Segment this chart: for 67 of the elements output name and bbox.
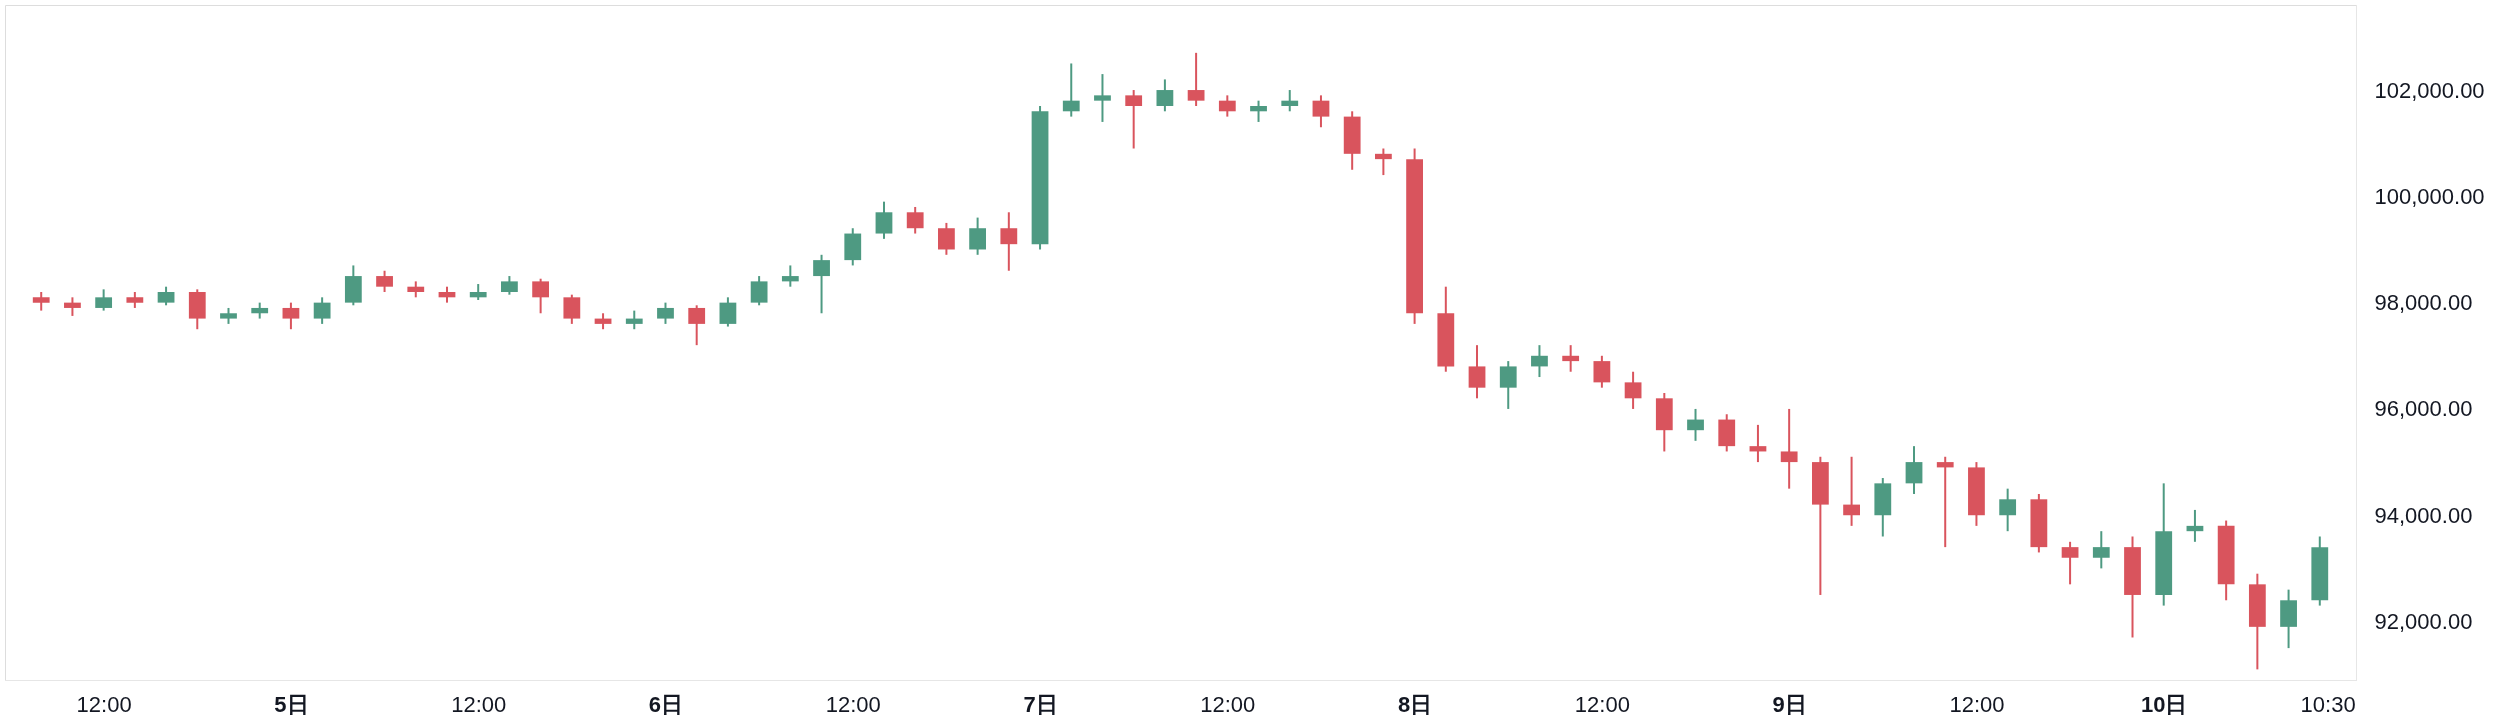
candlestick <box>1999 487 2017 533</box>
candlestick <box>282 301 300 331</box>
candlestick <box>969 216 987 256</box>
candlestick <box>313 296 331 325</box>
candlestick <box>1531 344 1548 379</box>
candlestick <box>1125 89 1143 150</box>
y-tick-label: 92,000.00 <box>2374 609 2473 635</box>
x-tick-label: 12:00 <box>451 691 507 717</box>
y-tick-label: 100,000.00 <box>2374 183 2485 209</box>
candlestick <box>64 296 81 317</box>
candlestick <box>1000 211 1018 272</box>
candlestick <box>1624 370 1642 410</box>
candlestick <box>1156 78 1174 113</box>
candlestick <box>1905 445 1923 495</box>
x-tick-label: 12:00 <box>1574 691 1630 717</box>
x-tick-label: 7日 <box>1023 691 1058 717</box>
candlestick <box>657 301 674 325</box>
y-tick-label: 96,000.00 <box>2374 396 2473 422</box>
x-tick-label: 12:00 <box>1949 691 2005 717</box>
candlestick <box>1749 423 1767 464</box>
candlestick <box>532 277 550 315</box>
candlestick <box>1687 407 1704 442</box>
candlestick <box>563 293 581 325</box>
candlestick <box>1468 344 1486 400</box>
candlestick <box>1562 344 1580 373</box>
candlestick <box>501 275 518 296</box>
candlestick <box>376 269 393 294</box>
y-tick-label: 94,000.00 <box>2374 502 2473 528</box>
x-tick-label: 9日 <box>1772 691 1807 717</box>
x-tick-label: 10:30 <box>2300 691 2356 717</box>
candlestick <box>1187 51 1205 107</box>
candlestick <box>95 288 113 312</box>
x-tick-label: 5日 <box>274 691 309 717</box>
candlestick <box>1312 94 1330 129</box>
x-tick-label: 10日 <box>2140 691 2188 717</box>
candlestick <box>781 264 799 288</box>
candlestick <box>1374 147 1392 177</box>
y-tick-label: 98,000.00 <box>2374 290 2473 316</box>
candlestick <box>906 205 924 235</box>
candlestick <box>2061 540 2079 586</box>
x-tick-label: 12:00 <box>1200 691 1256 717</box>
candlestick <box>1593 354 1611 389</box>
candlestick <box>750 275 768 307</box>
candlestick <box>813 253 830 315</box>
candlestick <box>688 304 706 347</box>
candlestick <box>1843 455 1860 527</box>
x-tick-label: 12:00 <box>76 691 132 717</box>
x-tick-label: 12:00 <box>825 691 881 717</box>
candlestick <box>1499 360 1517 410</box>
candlestick <box>1094 73 1111 123</box>
candlestick <box>32 291 50 312</box>
candlestick <box>2092 530 2110 570</box>
candlestick <box>938 221 955 256</box>
candlestick <box>875 200 893 240</box>
candlestick <box>1780 407 1798 490</box>
y-tick-label: 102,000.00 <box>2374 77 2485 103</box>
candlestick <box>2186 508 2204 543</box>
candlestick <box>625 309 643 331</box>
candlestick <box>1062 62 1080 118</box>
x-tick-label: 6日 <box>648 691 684 717</box>
candlestick <box>1281 89 1299 113</box>
x-tick-label: 8日 <box>1397 691 1433 717</box>
candlestick <box>157 285 175 307</box>
candlestick <box>1250 99 1267 123</box>
candlestick <box>719 296 737 328</box>
candlestick <box>1218 94 1236 118</box>
candlestick <box>1936 455 1954 549</box>
